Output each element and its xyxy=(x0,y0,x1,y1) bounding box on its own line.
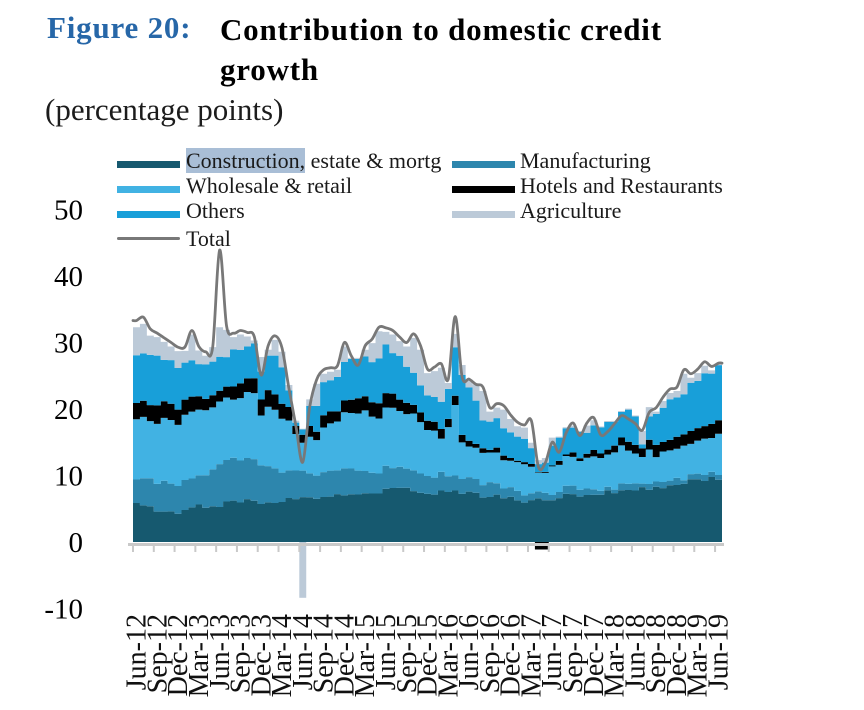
svg-text:Sep-18: Sep-18 xyxy=(641,614,672,693)
svg-text:Mar-13: Mar-13 xyxy=(184,614,215,697)
svg-text:0: 0 xyxy=(69,527,84,559)
svg-text:Dec-14: Dec-14 xyxy=(329,614,360,696)
svg-text:30: 30 xyxy=(54,328,83,360)
svg-text:Sep-13: Sep-13 xyxy=(226,614,257,693)
svg-text:Jun-15: Jun-15 xyxy=(371,614,402,690)
svg-text:Sep-17: Sep-17 xyxy=(558,614,589,693)
svg-text:Mar-15: Mar-15 xyxy=(350,614,381,697)
svg-text:Sep-15: Sep-15 xyxy=(392,614,423,693)
svg-text:Jun-18: Jun-18 xyxy=(620,614,651,690)
svg-text:Jun-14: Jun-14 xyxy=(288,614,319,690)
svg-text:Jun-16: Jun-16 xyxy=(454,614,485,690)
svg-text:Sep-16: Sep-16 xyxy=(475,614,506,693)
svg-text:Sep-12: Sep-12 xyxy=(143,614,174,693)
svg-text:20: 20 xyxy=(54,394,83,426)
svg-text:Jun-17: Jun-17 xyxy=(537,614,568,690)
svg-text:Mar-19: Mar-19 xyxy=(683,614,714,697)
svg-text:Dec-16: Dec-16 xyxy=(496,614,527,696)
svg-text:Sep-14: Sep-14 xyxy=(309,614,340,693)
svg-text:Jun-19: Jun-19 xyxy=(703,614,734,690)
svg-text:Jun-12: Jun-12 xyxy=(122,614,153,690)
svg-text:Dec-15: Dec-15 xyxy=(413,614,444,696)
svg-text:Mar-18: Mar-18 xyxy=(600,614,631,697)
svg-text:Jun-13: Jun-13 xyxy=(205,614,236,690)
svg-text:Dec-12: Dec-12 xyxy=(163,614,194,696)
svg-text:Dec-17: Dec-17 xyxy=(579,614,610,696)
svg-text:50: 50 xyxy=(54,195,83,227)
svg-text:-10: -10 xyxy=(44,594,83,626)
svg-text:Dec-18: Dec-18 xyxy=(662,614,693,696)
svg-text:Mar-17: Mar-17 xyxy=(516,614,547,697)
svg-text:Mar-14: Mar-14 xyxy=(267,614,298,697)
svg-text:Mar-16: Mar-16 xyxy=(433,614,464,697)
svg-text:10: 10 xyxy=(54,461,83,493)
svg-text:40: 40 xyxy=(54,261,83,293)
svg-text:Dec-13: Dec-13 xyxy=(246,614,277,696)
